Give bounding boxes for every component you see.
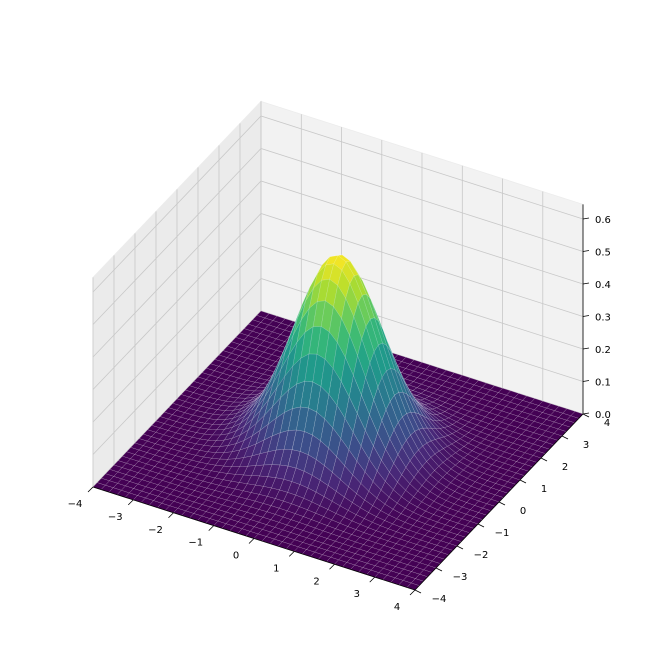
y-tick-label: 4 [604,418,610,429]
surface-patch [165,494,179,502]
z-tick-mark [582,315,590,317]
y-tick-label: −4 [432,594,447,605]
y-tick-label: 2 [562,462,568,473]
x-tick-label: 3 [354,589,360,600]
z-gridline [92,115,584,293]
x-tick-label: −2 [148,525,163,536]
surface-patch [197,504,211,512]
surface-patch [300,326,314,359]
z-tick-mark [582,412,590,415]
y-tick-mark [582,413,590,418]
z-gridline [92,245,584,423]
y-axis-ticks: −4 −3 −2 −1 0 1 2 3 4 [414,413,610,605]
surface-patch [408,525,422,534]
z-gridline [92,278,584,455]
z-tick-mark [582,250,590,252]
y-tick-mark [540,457,548,462]
y-tick-mark [561,435,569,440]
y-tick-label: −3 [453,572,468,583]
x-tick-label: 4 [394,602,400,613]
z-gridline [92,213,584,390]
y-tick-label: 1 [541,484,547,495]
x-tick-mark [409,589,416,596]
surface-patch [416,399,430,405]
surface-patch [348,374,362,415]
surface-patch [275,464,289,480]
z-tick-label: 0.4 [595,280,611,291]
z-tick-mark [582,282,590,285]
z-tick-mark [582,217,590,220]
x-tick-mark [127,499,134,506]
z-tick-label: 0.3 [595,313,611,324]
x-tick-mark [288,551,295,557]
y-tick-label: 3 [583,440,589,451]
x-tick-mark [329,563,335,570]
surface-patch [279,449,293,467]
x-tick-label: −3 [108,512,123,523]
y-tick-mark [435,567,443,572]
x-tick-label: −1 [188,538,203,549]
x-tick-mark [87,486,94,493]
x-tick-mark [208,525,215,531]
z-tick-label: 0.1 [595,378,611,389]
x-tick-label: 2 [313,576,319,587]
surface-patch [306,519,320,529]
z-tick-mark [582,347,590,350]
surface-patch [369,317,383,346]
y-tick-label: 0 [520,506,526,517]
surface-patch [241,524,255,532]
y-tick-mark [498,501,506,506]
x-tick-label: 1 [273,563,279,574]
z-tick-label: 0.6 [595,215,611,226]
z-axis-ticks: 0.0 0.1 0.2 0.3 0.4 0.5 0.6 [582,215,611,421]
x-tick-label: 0 [233,551,239,562]
y-tick-mark [477,523,485,528]
x-tick-mark [369,576,376,583]
y-tick-mark [414,589,422,594]
surface-patch [433,496,447,506]
surface-patch [391,543,405,551]
z-tick-label: 0.0 [595,410,611,421]
x-tick-label: −4 [68,499,83,510]
x-tick-mark [248,538,255,544]
surface-patch [178,480,192,489]
surface-patch [210,490,224,498]
y-tick-label: −2 [474,550,489,561]
y-tick-mark [519,479,527,484]
z-tick-label: 0.5 [595,248,611,259]
y-tick-mark [456,545,464,550]
y-tick-label: −1 [495,528,510,539]
surface-patch [173,485,187,493]
z-gridline [92,180,584,358]
surface-patch [412,520,426,529]
surface-patch [401,357,415,365]
z-tick-mark [582,380,590,382]
surface-mesh [92,254,584,591]
x-tick-mark [168,512,174,519]
z-tick-label: 0.2 [595,345,611,356]
x-axis-ticks: −4 −3 −2 −1 0 1 2 3 4 [68,486,416,613]
z-gridline [92,148,584,325]
